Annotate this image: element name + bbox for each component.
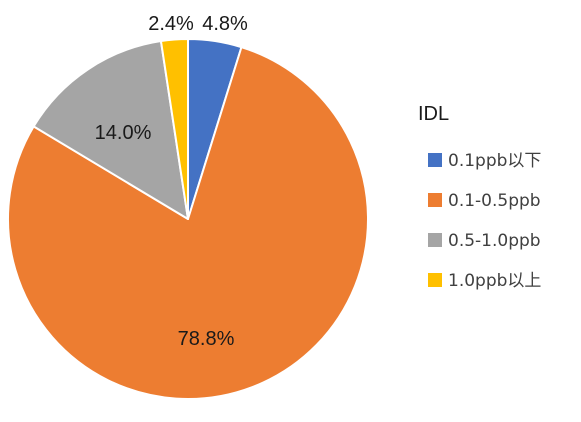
pie-slice-3 [32, 40, 189, 220]
legend-swatch-2 [428, 193, 442, 207]
legend-title: IDL [418, 103, 449, 125]
legend-label-1: 0.1ppb以下 [448, 151, 541, 171]
pie-slice-4 [159, 37, 189, 220]
legend-swatch-1 [428, 153, 442, 167]
data-label-3: 14.0% [95, 122, 152, 144]
data-label-1: 4.8% [202, 13, 248, 35]
pie-slices [7, 37, 369, 400]
legend-swatch-3 [428, 233, 442, 247]
data-label-4: 2.4% [148, 13, 194, 35]
pie-data-labels: 4.8% 78.8% 14.0% 2.4% [95, 13, 248, 350]
legend: IDL 0.1ppb以下 0.1-0.5ppb 0.5-1.0ppb 1.0ppb以上 [418, 103, 541, 291]
legend-label-3: 0.5-1.0ppb [448, 231, 541, 251]
legend-swatch-4 [428, 273, 442, 287]
legend-items: 0.1ppb以下 0.1-0.5ppb 0.5-1.0ppb 1.0ppb以上 [428, 151, 541, 291]
pie-slice-2 [7, 46, 369, 400]
data-label-2: 78.8% [178, 328, 235, 350]
legend-label-2: 0.1-0.5ppb [448, 191, 541, 211]
legend-label-4: 1.0ppb以上 [448, 271, 541, 291]
